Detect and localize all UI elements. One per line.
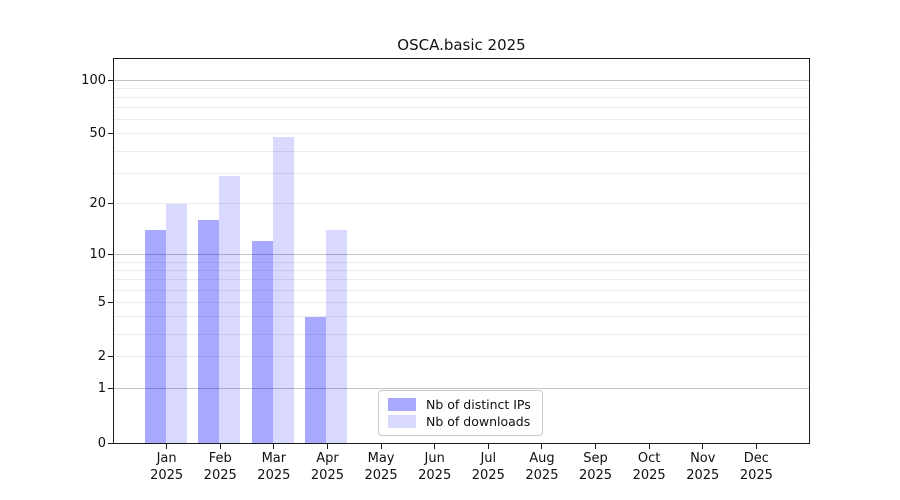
bar-downloads-apr (326, 230, 348, 443)
x-tick-mar (273, 444, 275, 449)
minor-gridline-4 (114, 316, 809, 318)
y-tick-label-10: 10 (89, 247, 106, 263)
x-tick-label-dec: Dec 2025 (739, 451, 773, 483)
y-tick-label-0: 0 (97, 436, 106, 451)
x-tick-feb (219, 444, 221, 449)
legend-swatch-distinct-ips (388, 398, 416, 411)
y-tick-0 (108, 443, 113, 444)
legend-label-distinct-ips: Nb of distinct IPs (426, 397, 531, 412)
y-tick-100 (108, 79, 113, 81)
y-tick-10 (108, 254, 113, 256)
plot-area (113, 58, 810, 444)
x-tick-label-mar: Mar 2025 (257, 451, 291, 483)
x-tick-label-nov: Nov 2025 (686, 451, 720, 483)
x-tick-label-jun: Jun 2025 (418, 451, 452, 483)
minor-gridline-3 (114, 333, 809, 335)
minor-gridline-80 (114, 96, 809, 98)
bar-downloads-jan (165, 203, 187, 443)
x-tick-dec (755, 444, 757, 449)
bar-downloads-mar (272, 136, 294, 443)
x-tick-aug (541, 444, 543, 449)
x-tick-label-apr: Apr 2025 (310, 451, 344, 483)
x-tick-oct (648, 444, 650, 449)
legend-swatch-downloads (388, 415, 416, 428)
minor-gridline-20 (114, 203, 809, 205)
minor-gridline-90 (114, 87, 809, 89)
chart-title: OSCA.basic 2025 (397, 36, 526, 54)
minor-gridline-70 (114, 107, 809, 109)
x-tick-apr (326, 444, 328, 449)
minor-gridline-5 (114, 301, 809, 303)
major-gridline-10 (114, 254, 809, 256)
y-tick-label-2: 2 (97, 349, 106, 365)
minor-gridline-2 (114, 356, 809, 358)
minor-gridline-7 (114, 279, 809, 281)
x-tick-label-feb: Feb 2025 (203, 451, 237, 483)
y-tick-label-1: 1 (97, 381, 106, 397)
bar-distinct-ips-apr (305, 316, 327, 443)
minor-gridline-8 (114, 269, 809, 271)
legend: Nb of distinct IPs Nb of downloads (378, 390, 543, 436)
y-tick-label-20: 20 (89, 196, 106, 212)
x-tick-label-aug: Aug 2025 (525, 451, 559, 483)
minor-gridline-40 (114, 150, 809, 152)
x-tick-may (380, 444, 382, 449)
x-tick-jan (166, 444, 168, 449)
y-tick-label-5: 5 (97, 294, 106, 310)
bar-distinct-ips-mar (251, 241, 273, 443)
minor-gridline-9 (114, 261, 809, 263)
x-tick-label-jul: Jul 2025 (471, 451, 505, 483)
major-gridline-1 (114, 388, 809, 390)
y-tick-5 (108, 301, 113, 303)
legend-label-downloads: Nb of downloads (426, 414, 531, 429)
minor-gridline-6 (114, 289, 809, 291)
minor-gridline-50 (114, 133, 809, 135)
y-tick-label-50: 50 (89, 126, 106, 142)
y-tick-2 (108, 356, 113, 358)
minor-gridline-30 (114, 172, 809, 174)
y-tick-1 (108, 388, 113, 390)
y-tick-20 (108, 203, 113, 205)
major-gridline-100 (114, 79, 809, 81)
legend-entry-distinct-ips: Nb of distinct IPs (388, 396, 533, 413)
x-tick-label-jan: Jan 2025 (150, 451, 184, 483)
legend-entry-downloads: Nb of downloads (388, 413, 533, 430)
bar-distinct-ips-jan (144, 230, 166, 443)
x-tick-nov (702, 444, 704, 449)
x-tick-sep (595, 444, 597, 449)
bar-distinct-ips-feb (198, 220, 220, 443)
x-tick-label-sep: Sep 2025 (578, 451, 613, 483)
x-tick-jul (487, 444, 489, 449)
y-tick-50 (108, 133, 113, 135)
bar-downloads-feb (219, 175, 241, 443)
y-tick-label-100: 100 (81, 72, 106, 88)
x-tick-label-oct: Oct 2025 (632, 451, 666, 483)
minor-gridline-60 (114, 119, 809, 121)
x-tick-label-may: May 2025 (364, 451, 398, 483)
x-tick-jun (434, 444, 436, 449)
